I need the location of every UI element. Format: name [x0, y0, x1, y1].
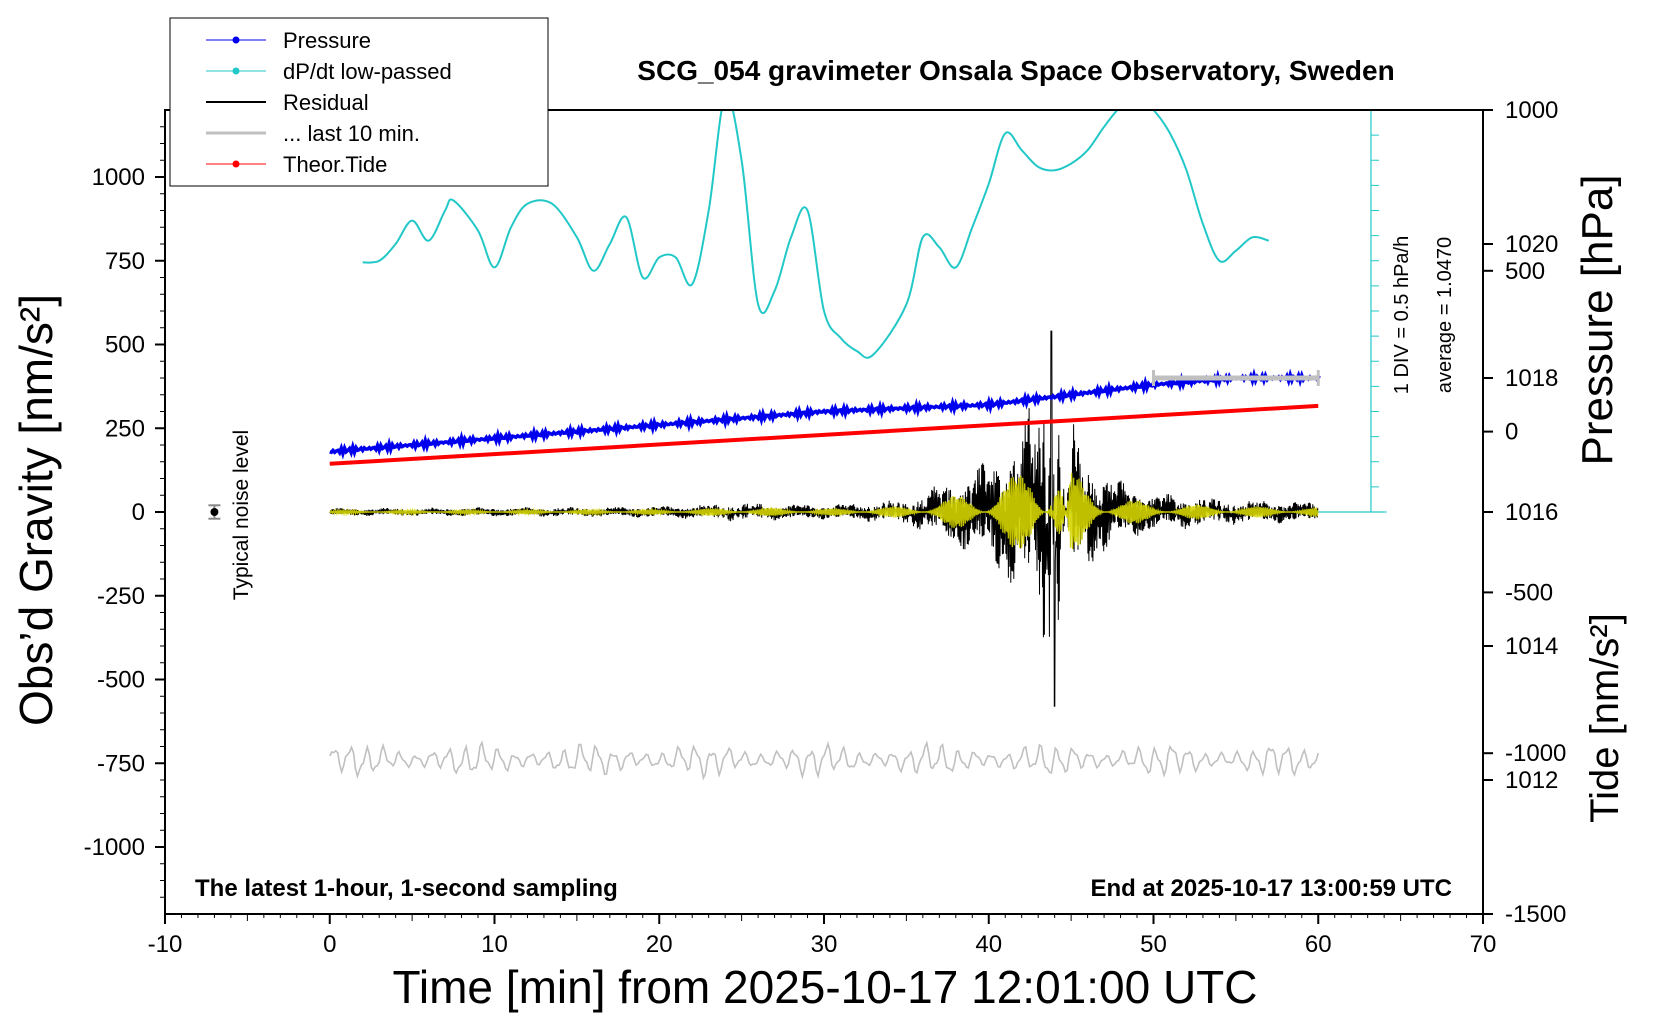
x-tick-label: 10: [481, 931, 508, 958]
legend: Pressure dP/dt low-passed Residual ... l…: [169, 17, 549, 187]
pressure-tick-label: 1020: [1505, 231, 1558, 258]
sampling-annotation: The latest 1-hour, 1-second sampling: [195, 875, 618, 902]
pressure-tick-label: 1012: [1505, 767, 1558, 794]
residual-filtered-line: [329, 472, 1319, 550]
x-axis: -10 0 10 20 30 40 50 60 70: [148, 914, 1497, 958]
chart-title: SCG_054 gravimeter Onsala Space Observat…: [637, 55, 1394, 86]
tide-tick-label: -1000: [1505, 740, 1566, 767]
ten-minute-bar: [1152, 370, 1320, 386]
average-label: average = 1.0470: [1434, 237, 1456, 393]
pressure-axis: 1020 1018 1016 1014 1012: [1483, 231, 1558, 794]
tide-tick-label: -500: [1505, 579, 1553, 606]
left-tick-label: -500: [97, 667, 145, 694]
legend-marker-dpdt: [232, 67, 240, 75]
legend-marker-tide: [232, 160, 240, 168]
noise-level-marker: [208, 504, 221, 520]
left-axis-label: Obs’d Gravity [nm/s²]: [10, 294, 62, 726]
left-tick-label: 0: [132, 499, 145, 526]
pressure-tick-label: 1016: [1505, 499, 1558, 526]
dpdt-series-line: [362, 110, 1270, 359]
plot-area: [208, 109, 1387, 781]
left-tick-label: 250: [105, 415, 145, 442]
x-tick-label: 50: [1140, 931, 1167, 958]
left-tick-label: 1000: [92, 164, 145, 191]
legend-label-pressure: Pressure: [283, 28, 371, 53]
div-label: 1 DIV = 0.5 hPa/h: [1391, 236, 1413, 394]
end-time-annotation: End at 2025-10-17 13:00:59 UTC: [1091, 875, 1453, 902]
tide-tick-label: 0: [1505, 419, 1518, 446]
tide-tick-label: 500: [1505, 258, 1545, 285]
tide-tick-label: 1000: [1505, 97, 1558, 124]
x-tick-label: 0: [323, 931, 336, 958]
left-tick-label: -750: [97, 750, 145, 777]
left-tick-label: 750: [105, 248, 145, 275]
legend-label-tide: Theor.Tide: [283, 152, 387, 177]
legend-label-last10: ... last 10 min.: [283, 121, 420, 146]
legend-marker-pressure: [232, 36, 240, 44]
left-tick-label: 500: [105, 332, 145, 359]
x-tick-label: 30: [811, 931, 838, 958]
tide-axis: 1000 500 0 -500 -1000 -1500: [1483, 97, 1566, 928]
noise-level-label: Typical noise level: [230, 430, 253, 600]
legend-label-dpdt: dP/dt low-passed: [283, 59, 452, 84]
left-tick-label: -250: [97, 583, 145, 610]
x-tick-label: 40: [975, 931, 1002, 958]
x-tick-label: -10: [148, 931, 183, 958]
left-tick-label: -1000: [84, 834, 145, 861]
pressure-axis-label: Pressure [hPa]: [1573, 174, 1622, 465]
last10-series-line: [329, 740, 1319, 781]
tide-series-line: [329, 403, 1319, 466]
pressure-tick-label: 1018: [1505, 365, 1558, 392]
left-axis: 1000 750 500 250 0 -250 -500 -750 -1000: [84, 126, 165, 898]
tide-axis-label: Tide [nm/s²]: [1583, 613, 1627, 823]
legend-label-residual: Residual: [283, 90, 369, 115]
x-tick-label: 60: [1305, 931, 1332, 958]
pressure-tick-label: 1014: [1505, 633, 1558, 660]
x-tick-label: 70: [1470, 931, 1497, 958]
noise-dot: [210, 508, 219, 516]
tide-tick-label: -1500: [1505, 901, 1566, 928]
x-tick-label: 20: [646, 931, 673, 958]
x-axis-label: Time [min] from 2025-10-17 12:01:00 UTC: [393, 961, 1258, 1013]
